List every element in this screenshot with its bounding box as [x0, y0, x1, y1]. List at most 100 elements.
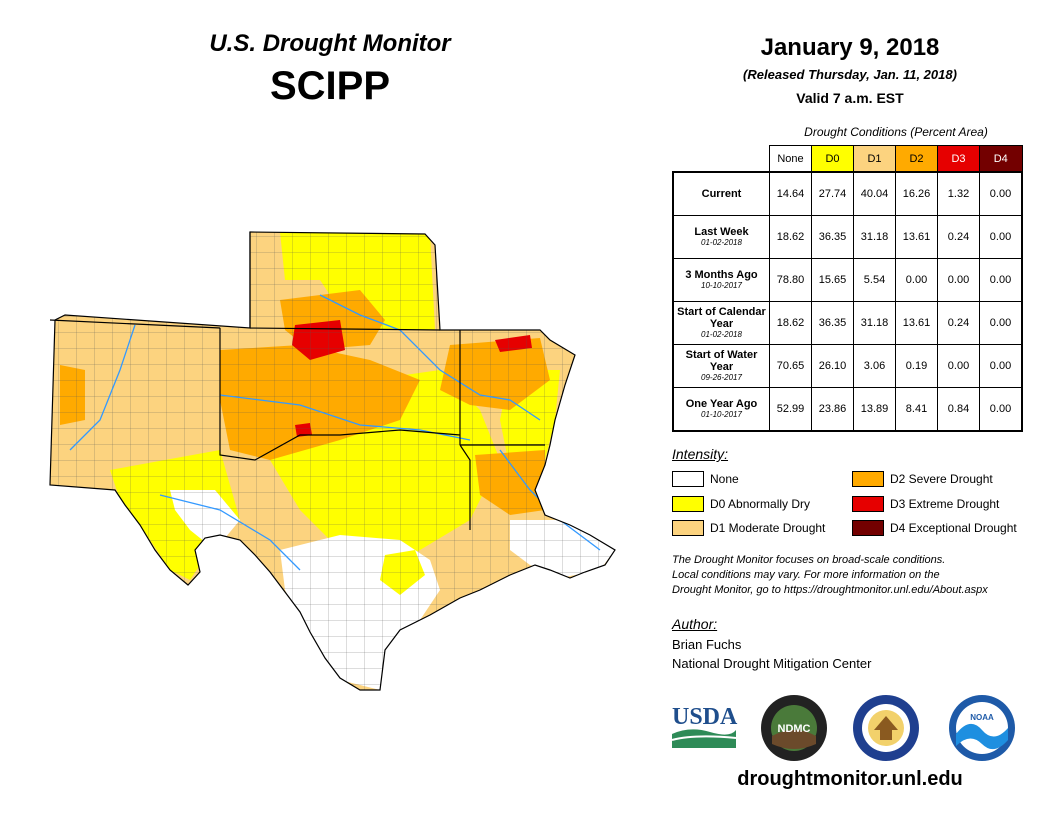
row-date: 01-10-2017 [701, 410, 742, 419]
legend-label: D1 Moderate Drought [710, 521, 826, 535]
map-title: U.S. Drought Monitor [209, 30, 451, 57]
cell: 27.74 [811, 171, 854, 216]
cell: 23.86 [811, 387, 854, 432]
legend-label: D4 Exceptional Drought [890, 521, 1017, 535]
cell: 14.64 [769, 171, 812, 216]
cell: 31.18 [853, 301, 896, 345]
state-borders [49, 232, 545, 530]
cell: 1.32 [937, 171, 980, 216]
legend-swatch [672, 520, 704, 536]
cell: 36.35 [811, 215, 854, 259]
legend-item-d3: D3 Extreme Drought [852, 496, 999, 512]
website-url[interactable]: droughtmonitor.unl.edu [737, 768, 963, 790]
col-d4: D4 [979, 145, 1023, 173]
cell: 40.04 [853, 171, 896, 216]
cell: 8.41 [895, 387, 938, 432]
legend-label: D3 Extreme Drought [890, 497, 1000, 511]
cell: 15.65 [811, 258, 854, 302]
legend-item-d4: D4 Exceptional Drought [852, 520, 1017, 536]
ndmc-logo-text: NDMC [778, 723, 811, 735]
row-date: 09-26-2017 [701, 373, 742, 382]
col-d2: D2 [895, 145, 938, 173]
cell: 0.24 [937, 215, 980, 259]
region-outline [49, 231, 616, 691]
table-header-row: None D0 D1 D2 D3 D4 [673, 145, 1023, 173]
cell: 0.00 [979, 344, 1023, 388]
cell: 0.24 [937, 301, 980, 345]
row-label: One Year Ago 01-10-2017 [672, 387, 770, 432]
cell: 13.61 [895, 215, 938, 259]
legend-swatch [852, 520, 884, 536]
usda-logo-text: USDA [672, 704, 738, 730]
table-row: One Year Ago 01-10-2017 52.99 23.86 13.89… [672, 387, 1023, 432]
cell: 0.00 [937, 344, 980, 388]
col-d3: D3 [937, 145, 980, 173]
table-row: Start of Calendar Year 01-02-2018 18.62 3… [672, 301, 1023, 345]
cell: 78.80 [769, 258, 812, 302]
row-label-text: 3 Months Ago [685, 269, 758, 281]
cell: 5.54 [853, 258, 896, 302]
cell: 13.89 [853, 387, 896, 432]
author-name: Brian Fuchs [672, 637, 742, 652]
disclaimer-note: The Drought Monitor focuses on broad-sca… [672, 553, 1042, 598]
col-none: None [769, 145, 812, 173]
legend-item-d0: D0 Abnormally Dry [672, 496, 810, 512]
row-date: 01-02-2018 [701, 330, 742, 339]
rivers [69, 294, 601, 571]
legend-label: D0 Abnormally Dry [710, 497, 811, 511]
row-label-text: Current [701, 188, 742, 200]
drought-stats-table: None D0 D1 D2 D3 D4 Current 14.64 27.74 … [672, 145, 1023, 432]
legend-swatch [672, 471, 704, 487]
noaa-logo: NOAA [949, 695, 1015, 761]
legend-title: Intensity: [672, 446, 729, 462]
cell: 3.06 [853, 344, 896, 388]
table-row: Start of Water Year 09-26-2017 70.65 26.1… [672, 344, 1023, 388]
table-corner [673, 146, 770, 173]
cell: 0.00 [937, 258, 980, 302]
cell: 0.00 [979, 171, 1023, 216]
cell: 0.00 [979, 215, 1023, 259]
row-date: 10-10-2017 [701, 281, 742, 290]
cell: 16.26 [895, 171, 938, 216]
legend-item-d1: D1 Moderate Drought [672, 520, 825, 536]
legend-item-d2: D2 Severe Drought [852, 471, 993, 487]
legend-swatch [852, 471, 884, 487]
row-label: Last Week 01-02-2018 [672, 215, 770, 259]
legend-swatch [672, 496, 704, 512]
table-caption: Drought Conditions (Percent Area) [804, 125, 988, 139]
cell: 70.65 [769, 344, 812, 388]
legend-item-none: None [672, 471, 739, 487]
noaa-logo-text: NOAA [970, 713, 994, 722]
cell: 0.84 [937, 387, 980, 432]
row-label: Start of Water Year 09-26-2017 [672, 344, 770, 388]
ndmc-logo: NDMC [761, 695, 827, 761]
release-date: (Released Thursday, Jan. 11, 2018) [743, 67, 957, 82]
cell: 0.00 [979, 301, 1023, 345]
drought-map [49, 231, 616, 691]
commerce-seal [853, 695, 919, 761]
legend-label: D2 Severe Drought [890, 472, 993, 486]
cell: 52.99 [769, 387, 812, 432]
map-date: January 9, 2018 [760, 34, 940, 61]
region-title: SCIPP [269, 64, 391, 108]
cell: 0.00 [979, 258, 1023, 302]
row-label: Start of Calendar Year 01-02-2018 [672, 301, 770, 345]
county-lines [50, 232, 615, 690]
legend-label: None [710, 472, 739, 486]
note-line: Local conditions may vary. For more info… [672, 569, 940, 581]
note-line: The Drought Monitor focuses on broad-sca… [672, 554, 946, 566]
table-row: Last Week 01-02-2018 18.62 36.35 31.18 13… [672, 215, 1023, 259]
table-row: 3 Months Ago 10-10-2017 78.80 15.65 5.54 … [672, 258, 1023, 302]
usda-logo: USDA [671, 704, 738, 748]
cell: 0.00 [979, 387, 1023, 432]
row-label-text: Last Week [694, 226, 749, 238]
note-line: Drought Monitor, go to https://droughtmo… [672, 584, 988, 596]
author-heading: Author: [672, 616, 718, 632]
row-label-text: Start of Calendar Year [677, 306, 766, 330]
row-label: 3 Months Ago 10-10-2017 [672, 258, 770, 302]
table-row: Current 14.64 27.74 40.04 16.26 1.32 0.0… [672, 171, 1023, 216]
col-d1: D1 [853, 145, 896, 173]
cell: 18.62 [769, 215, 812, 259]
row-label-text: One Year Ago [685, 398, 758, 410]
row-date: 01-02-2018 [701, 238, 742, 247]
